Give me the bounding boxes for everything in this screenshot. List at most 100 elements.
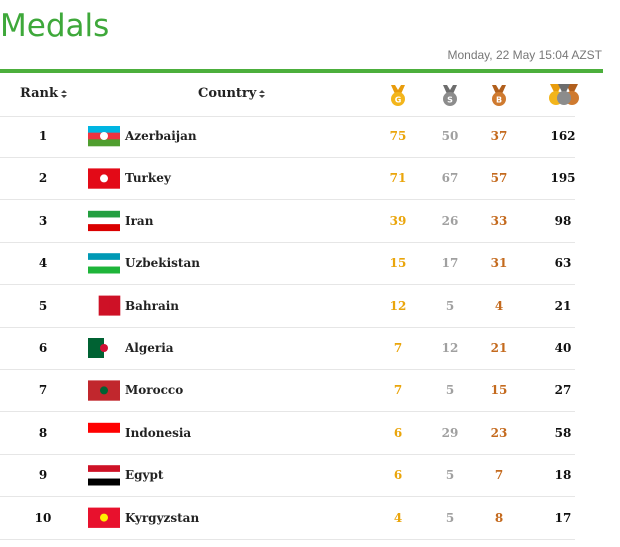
flag-stripe [88,432,120,444]
total-cell: 58 [554,425,572,440]
silver-cell: 5 [445,510,455,525]
flag-stripe [104,338,121,358]
flag-stripe [88,139,120,147]
rank-header-text: Rank [20,86,58,101]
row-divider [0,199,575,201]
total-cell: 27 [554,383,572,398]
title-rule [0,69,603,73]
flag-emblem [100,386,108,395]
medal-letter: B [496,96,502,105]
total-cell: 17 [554,510,572,525]
bronze-cell: 37 [490,129,508,143]
flag [88,465,120,486]
bronze-cell: 15 [490,383,508,398]
row-divider [0,538,575,540]
flag [88,253,120,274]
gold-cell: 39 [389,213,407,228]
medal [391,92,405,106]
medal [557,91,571,105]
flag-stripe [88,422,120,434]
rank-cell: 6 [38,341,48,355]
flag [88,295,121,316]
rank-cell: 4 [38,256,48,271]
medal-ribbon [558,84,570,92]
flag-stripe [88,478,120,486]
flag-stripe [88,126,120,133]
total-cell: 21 [554,298,572,313]
bronze-cell: 33 [490,213,508,228]
bronze-cell: 7 [494,468,504,483]
bronze-cell: 21 [490,341,508,355]
silver-cell: 26 [441,213,459,228]
total-cell: 40 [554,341,572,355]
rank-header[interactable]: Rank [20,86,67,101]
flag-stripe [88,224,120,232]
rank-cell: 9 [38,468,48,483]
flag [88,168,120,189]
silver-cell: 5 [445,468,455,483]
bronze-cell: 4 [494,298,504,313]
flag-emblem [100,344,108,352]
row-divider [0,241,575,243]
row-divider [0,411,575,413]
row-divider [0,496,575,498]
bronze-cell: 31 [490,256,508,271]
flag [88,380,120,401]
total-cell: 98 [554,213,572,228]
total-cell: 18 [554,468,572,483]
gold-cell: 6 [393,425,403,440]
gold-cell: 4 [393,510,403,525]
flag-stripe [98,295,110,316]
gold-cell: 15 [389,256,407,271]
flag-stripe [88,217,120,225]
flag-stripe [88,471,120,479]
flag [88,422,120,444]
gold-cell: 7 [393,383,403,398]
row-divider [0,369,575,370]
gold-cell: 7 [393,341,403,355]
flag-emblem [100,132,108,140]
flag-stripe [88,210,120,218]
country-name: Algeria [125,341,174,355]
sort-icon [60,89,67,98]
row-divider [0,326,575,328]
medal [492,92,506,106]
row-divider [0,453,575,455]
country-header[interactable]: Country [198,86,266,101]
country-name: Iran [125,213,154,228]
flag [88,210,120,232]
gold-cell: 6 [393,468,403,483]
country-name: Uzbekistan [125,256,200,271]
country-name: Egypt [125,468,164,483]
total-cell: 162 [550,129,576,143]
flag-stripe [88,266,120,274]
country-name: Indonesia [125,425,192,440]
row-divider [0,284,575,286]
silver-cell: 67 [441,171,459,186]
country-name: Morocco [125,383,184,398]
total-cell: 195 [550,171,576,186]
medal-ribbon [443,85,457,94]
flag-stripe [88,295,99,316]
row-divider [0,157,575,158]
flag-stripe [88,259,120,267]
flag [88,507,120,528]
rank-cell: 2 [38,171,48,186]
rank-cell: 1 [38,129,48,143]
silver-cell: 12 [441,341,459,355]
flag-stripe [88,338,105,358]
flag [88,338,121,358]
gold-cell: 12 [389,298,407,313]
medal-letter: S [447,96,453,105]
silver-cell: 29 [441,425,459,440]
medal-ribbon [391,85,405,94]
bronze-cell: 57 [490,171,508,186]
page-title: Medals [0,8,110,44]
flag-stripe [88,465,120,473]
country-header-text: Country [198,86,257,101]
medal-ribbon [492,85,506,94]
flag-emblem [100,513,108,522]
country-name: Turkey [125,171,171,186]
